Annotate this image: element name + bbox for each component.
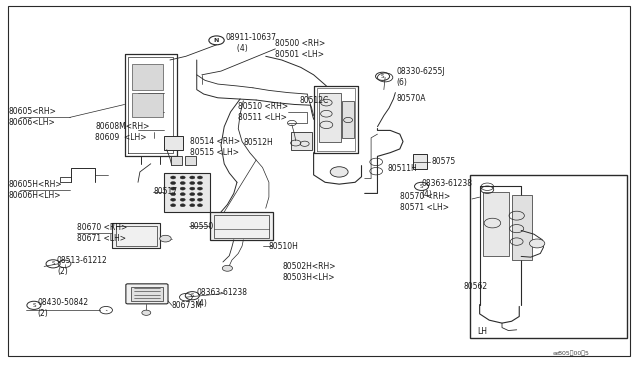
- Text: 80670 <RH>
80671 <LH>: 80670 <RH> 80671 <LH>: [77, 224, 127, 244]
- Text: 80575: 80575: [431, 157, 456, 166]
- Bar: [209, 212, 273, 240]
- Text: 80605H<RH>
80606H<LH>: 80605H<RH> 80606H<LH>: [9, 180, 63, 200]
- Bar: [413, 154, 427, 169]
- Circle shape: [180, 176, 185, 179]
- Circle shape: [189, 176, 195, 179]
- Bar: [164, 136, 183, 150]
- Circle shape: [189, 182, 195, 185]
- Text: LH: LH: [477, 327, 487, 336]
- Text: S: S: [191, 293, 194, 298]
- Circle shape: [180, 182, 185, 185]
- Bar: [113, 223, 161, 248]
- Text: 80562: 80562: [463, 282, 487, 291]
- Circle shape: [197, 193, 202, 196]
- Circle shape: [142, 310, 151, 315]
- Circle shape: [189, 193, 195, 196]
- Circle shape: [189, 204, 195, 207]
- Bar: [291, 132, 312, 150]
- Text: 80512H: 80512H: [243, 138, 273, 147]
- Text: S: S: [51, 261, 55, 266]
- Text: 80550: 80550: [189, 221, 213, 231]
- Circle shape: [171, 193, 175, 196]
- Bar: [171, 156, 182, 164]
- Bar: [214, 215, 269, 238]
- Circle shape: [222, 265, 232, 271]
- Text: S: S: [32, 303, 36, 308]
- Bar: [511, 195, 532, 260]
- Text: 80510H: 80510H: [269, 242, 299, 251]
- Text: N: N: [214, 38, 220, 43]
- Bar: [483, 192, 509, 256]
- Bar: [470, 175, 627, 338]
- Text: 80570A: 80570A: [397, 94, 426, 103]
- Circle shape: [180, 187, 185, 190]
- Circle shape: [197, 182, 202, 185]
- Text: 80500 <RH>
80501 <LH>: 80500 <RH> 80501 <LH>: [275, 39, 326, 59]
- Bar: [116, 226, 157, 246]
- Text: 80514 <RH>
80515 <LH>: 80514 <RH> 80515 <LH>: [189, 137, 240, 157]
- Text: ᴂ805（00＇5: ᴂ805（00＇5: [553, 351, 590, 356]
- Text: 80570 <RH>
80571 <LH>: 80570 <RH> 80571 <LH>: [400, 192, 450, 212]
- Circle shape: [171, 182, 175, 185]
- Circle shape: [171, 176, 175, 179]
- Bar: [184, 156, 196, 164]
- Text: 08363-61238
(4): 08363-61238 (4): [196, 288, 248, 308]
- Circle shape: [197, 198, 202, 201]
- Text: 08911-10637
     (4): 08911-10637 (4): [225, 33, 276, 53]
- Text: 80605<RH>
80606<LH>: 80605<RH> 80606<LH>: [9, 108, 57, 128]
- Circle shape: [171, 187, 175, 190]
- Text: 80510 <RH>
80511 <LH>: 80510 <RH> 80511 <LH>: [238, 102, 289, 122]
- Text: 08363-61238
(4): 08363-61238 (4): [422, 179, 472, 199]
- Circle shape: [197, 176, 202, 179]
- Circle shape: [189, 198, 195, 201]
- Text: 80502H<RH>
80503H<LH>: 80502H<RH> 80503H<LH>: [282, 262, 336, 282]
- Bar: [164, 173, 209, 212]
- Bar: [342, 101, 354, 138]
- Circle shape: [160, 235, 172, 242]
- Circle shape: [171, 198, 175, 201]
- Text: 80517: 80517: [154, 187, 178, 196]
- Circle shape: [180, 193, 185, 196]
- Text: 08330-6255J
(6): 08330-6255J (6): [397, 67, 445, 87]
- Circle shape: [197, 204, 202, 207]
- Bar: [319, 93, 341, 141]
- Circle shape: [171, 204, 175, 207]
- Polygon shape: [126, 284, 168, 304]
- Circle shape: [189, 187, 195, 190]
- Circle shape: [197, 187, 202, 190]
- Text: S: S: [381, 74, 385, 79]
- Text: 08430-50842
(2): 08430-50842 (2): [38, 298, 89, 318]
- Bar: [132, 93, 163, 118]
- Circle shape: [180, 204, 185, 207]
- Circle shape: [180, 198, 185, 201]
- Text: 80511H: 80511H: [388, 164, 417, 173]
- Polygon shape: [131, 287, 163, 301]
- Text: 80608M<RH>
80609  <LH>: 80608M<RH> 80609 <LH>: [95, 122, 150, 142]
- Circle shape: [529, 239, 545, 248]
- Text: 80673M: 80673M: [172, 301, 203, 310]
- Text: 80512C: 80512C: [300, 96, 329, 105]
- Circle shape: [330, 167, 348, 177]
- Text: 08513-61212
(2): 08513-61212 (2): [57, 256, 108, 276]
- Text: S: S: [420, 184, 423, 189]
- Bar: [132, 64, 163, 90]
